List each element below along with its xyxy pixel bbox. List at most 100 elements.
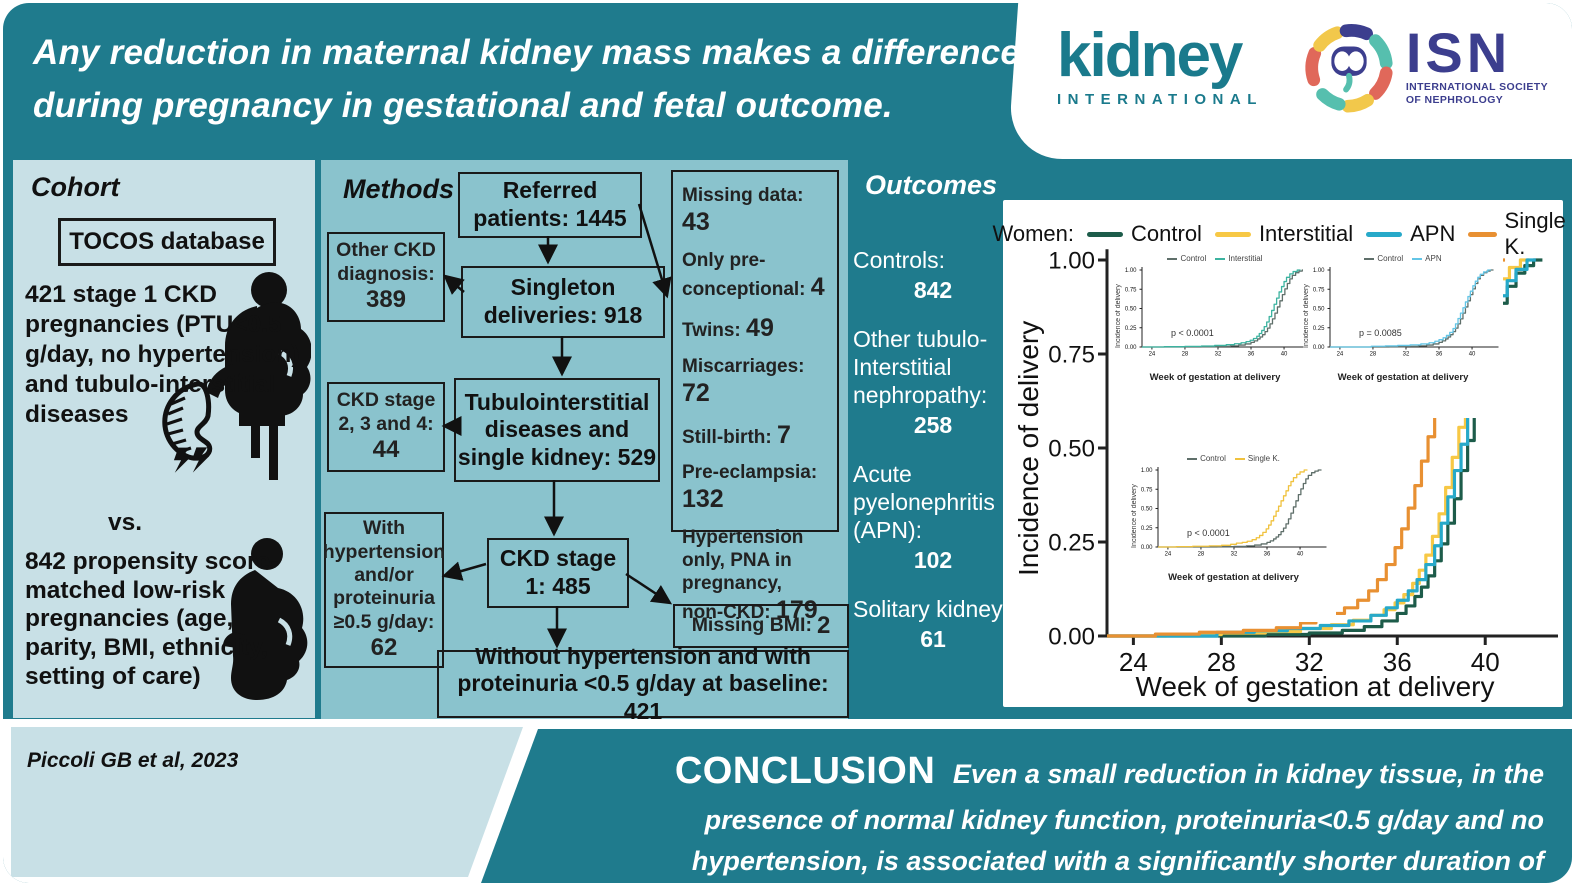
graphical-abstract-poster: Any reduction in maternal kidney mass ma…: [3, 3, 1572, 883]
svg-text:0.25: 0.25: [1048, 530, 1095, 557]
svg-text:0.00: 0.00: [1141, 545, 1153, 551]
svg-text:28: 28: [1370, 352, 1377, 358]
chart-legend: Women: Control Interstitial APN Single K…: [993, 208, 1566, 260]
svg-text:0.00: 0.00: [1125, 345, 1137, 351]
inset-y-label: Incidence of delivery: [1115, 284, 1122, 348]
outcomes-title: Outcomes: [865, 170, 998, 200]
inset-chart: 0.00 0.25 0.50 0.75 1.00 24 28 32 36 40: [1125, 267, 1311, 358]
svg-text:36: 36: [1248, 352, 1255, 358]
svg-text:0.75: 0.75: [1048, 342, 1095, 369]
flow-box-tubulointerstitial: Tubulointerstitial diseases and single k…: [454, 378, 660, 482]
page-title: Any reduction in maternal kidney mass ma…: [33, 33, 1021, 125]
control-line-swatch: [1087, 231, 1124, 237]
svg-text:40: 40: [1469, 352, 1476, 358]
svg-text:0.25: 0.25: [1141, 526, 1153, 532]
exclusion-item: Only pre-conceptional: 4: [682, 249, 825, 301]
flow-box-singleton-deliveries: Singleton deliveries: 918: [461, 266, 665, 338]
inset-y-label: Incidence of delivery: [1303, 284, 1310, 348]
cohort-group2-text: 842 propensity score-matched low-risk pr…: [25, 548, 279, 690]
outcome-item: Other tubulo-Interstitial nephropathy: 2…: [853, 326, 988, 439]
svg-text:0.00: 0.00: [1313, 345, 1325, 351]
conclusion-body: Even a small reduction in kidney tissue,…: [691, 759, 1544, 876]
svg-text:1.00: 1.00: [1141, 468, 1153, 474]
inset-legend: Control Interstitial: [1115, 252, 1315, 265]
exclusion-item: Twins: 49: [682, 314, 774, 343]
exclusion-item: Missing data: 43: [682, 185, 804, 237]
flow-box-missing-bmi: Missing BMI: 2: [673, 604, 849, 648]
inset-chart: 0.00 0.25 0.50 0.75 1.00 24 28 32 36 40: [1141, 467, 1327, 558]
inset-p-value: p < 0.0001: [1187, 528, 1230, 538]
inset-control-vs-apn: Control APN Incidence of delivery 0.00 0.…: [1303, 252, 1503, 418]
apn-line-swatch: [1366, 231, 1403, 237]
svg-text:28: 28: [1207, 647, 1236, 677]
svg-text:0.75: 0.75: [1125, 287, 1137, 293]
svg-text:0.75: 0.75: [1313, 287, 1325, 293]
inset-legend: Control Single K.: [1131, 452, 1336, 465]
kidney-outline-icon: [162, 381, 213, 473]
legend-item-single-k: Single K.: [1468, 208, 1572, 260]
isn-logo-text: ISN INTERNATIONAL SOCIETY OF NEPHROLOGY: [1405, 21, 1548, 107]
methods-title: Methods: [343, 174, 454, 204]
flow-box-other-ckd: Other CKD diagnosis: 389: [327, 232, 445, 322]
svg-text:0.50: 0.50: [1313, 307, 1325, 313]
exclusion-item: Still-birth: 7: [682, 420, 791, 449]
flow-box-ckd-stage-234: CKD stage 2, 3 and 4: 44: [327, 382, 445, 472]
svg-text:24: 24: [1119, 647, 1148, 677]
svg-text:40: 40: [1297, 552, 1304, 558]
svg-text:24: 24: [1165, 552, 1172, 558]
kidney-logo-word: kidney: [1057, 21, 1242, 90]
conclusion-heading: CONCLUSION: [674, 750, 936, 792]
outcome-item: Acute pyelonephritis (APN): 102: [853, 461, 995, 574]
isn-line1: INTERNATIONAL SOCIETY: [1405, 81, 1548, 93]
conclusion-text: CONCLUSION Even a small reduction in kid…: [573, 743, 1544, 883]
single-k-line-swatch: [1468, 231, 1497, 237]
legend-item-apn: APN: [1366, 221, 1455, 247]
svg-text:36: 36: [1264, 552, 1271, 558]
svg-text:0.25: 0.25: [1313, 326, 1325, 332]
legend-item-interstitial: Interstitial: [1214, 221, 1353, 247]
svg-text:1.00: 1.00: [1313, 268, 1325, 274]
svg-text:24: 24: [1149, 352, 1156, 358]
isn-acronym: ISN: [1405, 21, 1512, 84]
inset-x-label: Week of gestation at delivery: [1149, 372, 1281, 383]
citation-text: Piccoli GB et al, 2023: [27, 749, 239, 772]
km-chart-panel: Women: Control Interstitial APN Single K…: [993, 200, 1566, 707]
svg-text:36: 36: [1383, 647, 1412, 677]
legend-item-control: Control: [1087, 221, 1202, 247]
kidney-logo-subtitle: INTERNATIONAL: [1057, 91, 1263, 108]
logo-inner: kidney INTERNATIONAL: [1013, 3, 1572, 159]
isn-logo: ISN INTERNATIONAL SOCIETY OF NEPHROLOGY: [1302, 21, 1548, 115]
svg-text:32: 32: [1215, 352, 1222, 358]
inset-y-label: Incidence of delivery: [1131, 484, 1138, 548]
inset-control-vs-single-k: Control Single K. Incidence of delivery …: [1131, 452, 1336, 622]
exclusion-item: Pre-eclampsia: 132: [682, 462, 818, 514]
svg-text:32: 32: [1295, 647, 1324, 677]
svg-text:0.50: 0.50: [1048, 436, 1095, 463]
exclusion-item: Miscarriages: 72: [682, 355, 805, 408]
inset-p-value: p = 0.0085: [1359, 328, 1402, 338]
svg-text:28: 28: [1182, 352, 1189, 358]
flow-box-with-hypertension: With hypertension and/or proteinuria ≥0.…: [323, 512, 445, 668]
svg-text:0.50: 0.50: [1141, 507, 1153, 513]
isn-line2: OF NEPHROLOGY: [1405, 94, 1504, 107]
svg-text:36: 36: [1436, 352, 1443, 358]
citation-panel: Piccoli GB et al, 2023: [11, 727, 523, 877]
flow-box-without-hypertension: Without hypertension and with proteinuri…: [437, 643, 849, 724]
interstitial-line-swatch: [1214, 231, 1251, 237]
svg-text:1.00: 1.00: [1125, 268, 1137, 274]
svg-text:0.50: 0.50: [1125, 307, 1137, 313]
legend-title: Women:: [992, 221, 1075, 246]
inset-p-value: p < 0.0001: [1171, 328, 1214, 338]
tocos-database-box: TOCOS database: [58, 218, 276, 266]
svg-text:32: 32: [1231, 552, 1238, 558]
outcome-item: Controls: 842: [853, 247, 953, 304]
flow-box-exclusions: Missing data: 43 Only pre-conceptional: …: [671, 170, 839, 624]
svg-text:0.00: 0.00: [1048, 624, 1095, 651]
inset-chart: 0.00 0.25 0.50 0.75 1.00 24 28 32 36 40: [1313, 267, 1499, 358]
svg-text:1.00: 1.00: [1048, 248, 1095, 275]
inset-control-vs-interstitial: Control Interstitial Incidence of delive…: [1115, 252, 1315, 418]
outcomes-list: Controls: 842 Other tubulo-Interstitial …: [853, 246, 1013, 674]
methods-panel: Methods Referred patients: 1445 Missing …: [321, 160, 849, 724]
svg-text:40: 40: [1281, 352, 1288, 358]
pregnant-woman-standing-icon: [223, 538, 308, 700]
